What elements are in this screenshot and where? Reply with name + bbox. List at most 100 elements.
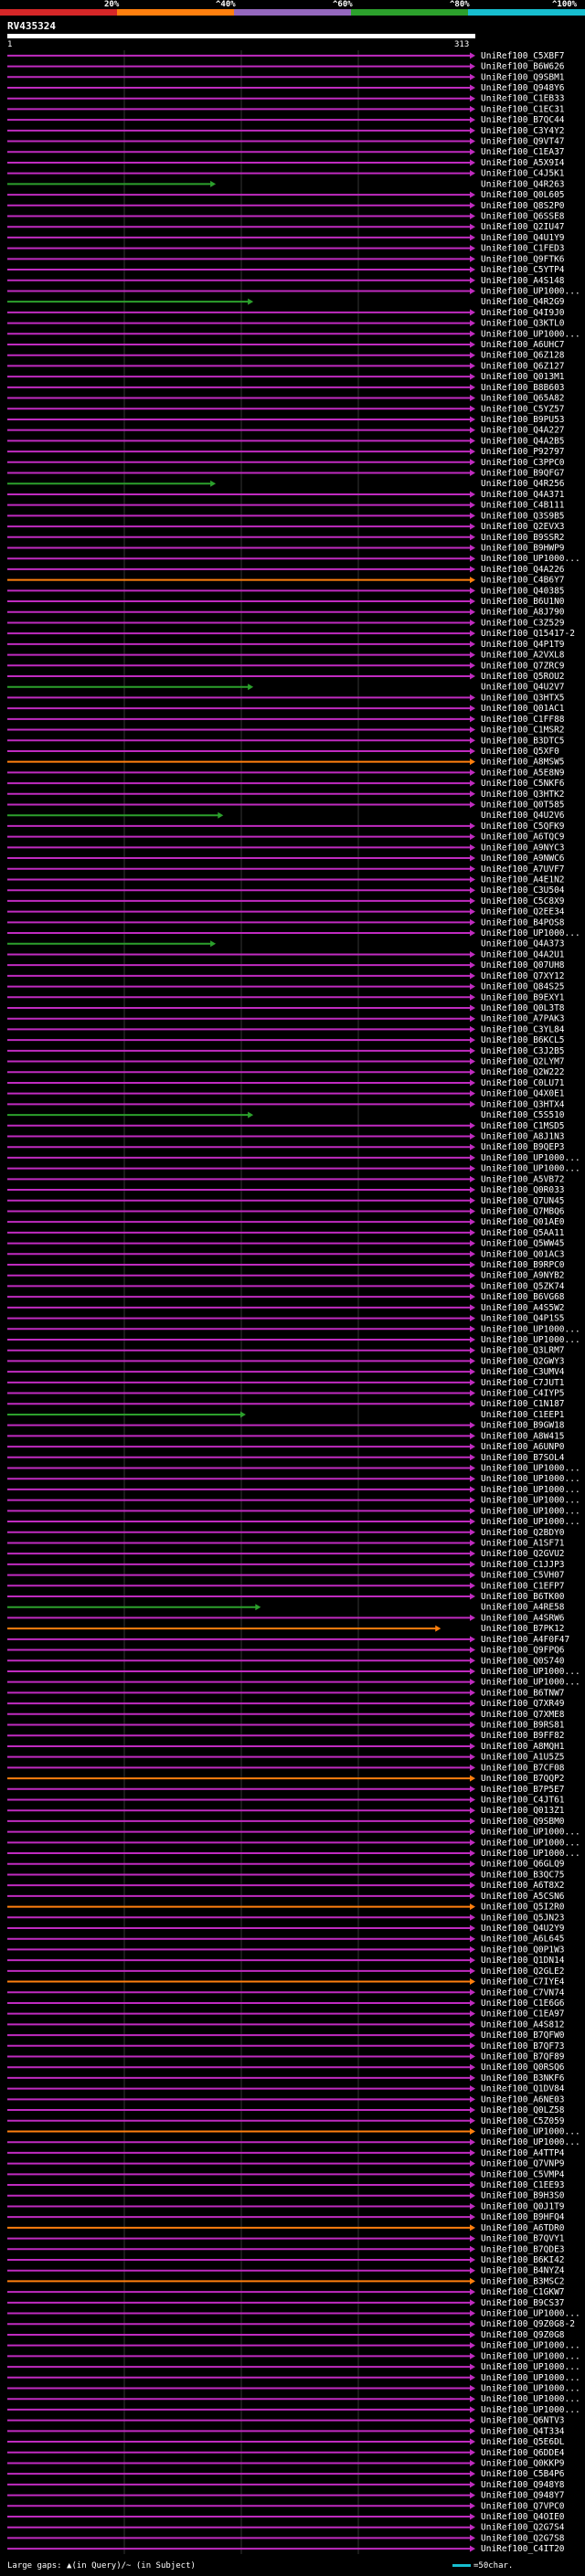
hit-accession-label[interactable]: UniRef100_C1EE93 <box>481 2180 565 2190</box>
hit-accession-label[interactable]: UniRef100_Q6SSE8 <box>481 211 565 221</box>
hit-accession-label[interactable]: UniRef100_Q4A226 <box>481 565 565 575</box>
hit-accession-label[interactable]: UniRef100_C1EA97 <box>481 2009 565 2019</box>
hit-row[interactable]: UniRef100_Q15417-2 <box>7 629 575 639</box>
hit-accession-label[interactable]: UniRef100_C7IYE4 <box>481 1977 565 1988</box>
hit-accession-label[interactable]: UniRef100_Q948Y8 <box>481 2480 565 2490</box>
hit-accession-label[interactable]: UniRef100_Q5XF0 <box>481 747 559 757</box>
hit-row[interactable]: UniRef100_UP1000... <box>7 1463 580 1473</box>
hit-row[interactable]: UniRef100_C1FED3 <box>7 244 565 254</box>
hit-accession-label[interactable]: UniRef100_A6T8X2 <box>481 1881 565 1891</box>
hit-row[interactable]: UniRef100_Q4P1S5 <box>7 1314 565 1324</box>
hit-row[interactable]: UniRef100_UP1000... <box>7 1838 580 1848</box>
hit-accession-label[interactable]: UniRef100_A6NE03 <box>481 2094 565 2104</box>
hit-accession-label[interactable]: UniRef100_A9NWC6 <box>481 853 565 864</box>
hit-row[interactable]: UniRef100_C1MSR2 <box>7 726 565 736</box>
hit-row[interactable]: UniRef100_A1SF71 <box>7 1538 565 1548</box>
hit-row[interactable]: UniRef100_B9QFG7 <box>7 469 565 479</box>
hit-row[interactable]: UniRef100_A4RE58 <box>7 1603 565 1613</box>
hit-row[interactable]: UniRef100_B9PU53 <box>7 415 565 425</box>
hit-accession-label[interactable]: UniRef100_Q0LZ58 <box>481 2105 565 2115</box>
hit-row[interactable]: UniRef100_C1EC31 <box>7 104 565 114</box>
hit-accession-label[interactable]: UniRef100_Q4T334 <box>481 2426 565 2436</box>
hit-accession-label[interactable]: UniRef100_B3QC75 <box>481 1870 565 1880</box>
hit-accession-label[interactable]: UniRef100_B6TK00 <box>481 1592 565 1602</box>
hit-row[interactable]: UniRef100_C5C8X9 <box>7 896 565 906</box>
hit-row[interactable]: UniRef100_Q4U2V6 <box>7 811 565 821</box>
hit-accession-label[interactable]: UniRef100_Q8S2P0 <box>481 201 565 211</box>
hit-accession-label[interactable]: UniRef100_A4S5W2 <box>481 1303 565 1313</box>
hit-row[interactable]: UniRef100_B3MSC2 <box>7 2276 565 2286</box>
hit-row[interactable]: UniRef100_Q4R263 <box>7 179 565 189</box>
hit-row[interactable]: UniRef100_Q7XY12 <box>7 971 565 981</box>
hit-accession-label[interactable]: UniRef100_UP1000... <box>481 1828 580 1838</box>
hit-row[interactable]: UniRef100_Q0J1T9 <box>7 2201 565 2211</box>
hit-row[interactable]: UniRef100_A4S5W2 <box>7 1303 565 1313</box>
hit-accession-label[interactable]: UniRef100_C5VMP4 <box>481 2169 565 2179</box>
hit-accession-label[interactable]: UniRef100_Q4OIE0 <box>481 2512 565 2522</box>
hit-accession-label[interactable]: UniRef100_A4TTP4 <box>481 2148 565 2158</box>
hit-row[interactable]: UniRef100_Q7VNP9 <box>7 2159 565 2169</box>
hit-accession-label[interactable]: UniRef100_A9NYC3 <box>481 843 565 853</box>
hit-accession-label[interactable]: UniRef100_B3DTC5 <box>481 736 565 746</box>
hit-row[interactable]: UniRef100_Q1DV84 <box>7 2084 565 2094</box>
hit-accession-label[interactable]: UniRef100_Q0L3T8 <box>481 1003 565 1013</box>
hit-row[interactable]: UniRef100_A4F0F47 <box>7 1635 569 1645</box>
hit-accession-label[interactable]: UniRef100_A1U5Z5 <box>481 1753 565 1763</box>
hit-accession-label[interactable]: UniRef100_C4B111 <box>481 501 565 511</box>
hit-row[interactable]: UniRef100_Q0P1W3 <box>7 1945 565 1955</box>
hit-accession-label[interactable]: UniRef100_Q0RSQ6 <box>481 2062 565 2072</box>
hit-accession-label[interactable]: UniRef100_B3NKF6 <box>481 2073 565 2083</box>
hit-row[interactable]: UniRef100_UP1000... <box>7 286 580 296</box>
hit-row[interactable]: UniRef100_Q9FPQ6 <box>7 1646 565 1656</box>
hit-accession-label[interactable]: UniRef100_UP1000... <box>481 2394 580 2404</box>
hit-row[interactable]: UniRef100_A7UVF7 <box>7 864 565 875</box>
hit-row[interactable]: UniRef100_C1JJP3 <box>7 1560 565 1570</box>
hit-accession-label[interactable]: UniRef100_C1EB33 <box>481 94 565 104</box>
hit-accession-label[interactable]: UniRef100_C1MSD5 <box>481 1121 565 1131</box>
hit-accession-label[interactable]: UniRef100_C3Y4Y2 <box>481 126 565 136</box>
hit-accession-label[interactable]: UniRef100_Q4U2V6 <box>481 811 565 821</box>
hit-row[interactable]: UniRef100_UP1000... <box>7 1164 580 1174</box>
hit-row[interactable]: UniRef100_UP1000... <box>7 1485 580 1495</box>
hit-row[interactable]: UniRef100_Q0S740 <box>7 1656 565 1666</box>
hit-row[interactable]: UniRef100_B4NYZ4 <box>7 2266 565 2276</box>
hit-row[interactable]: UniRef100_Q3HTX4 <box>7 1099 565 1109</box>
hit-row[interactable]: UniRef100_C1GKW7 <box>7 2287 565 2297</box>
hit-row[interactable]: UniRef100_B7QVY1 <box>7 2234 565 2244</box>
hit-row[interactable]: UniRef100_Q3HTX5 <box>7 693 565 703</box>
hit-row[interactable]: UniRef100_C5QFK9 <box>7 822 565 832</box>
hit-accession-label[interactable]: UniRef100_Q4X0E1 <box>481 1089 565 1099</box>
hit-row[interactable]: UniRef100_Q6NTV3 <box>7 2416 565 2426</box>
hit-row[interactable]: UniRef100_UP1000... <box>7 1324 580 1334</box>
hit-accession-label[interactable]: UniRef100_Q3KTL0 <box>481 319 565 329</box>
hit-accession-label[interactable]: UniRef100_B9CS37 <box>481 2298 565 2308</box>
hit-row[interactable]: UniRef100_Q4A2B5 <box>7 436 565 446</box>
hit-accession-label[interactable]: UniRef100_A6UHC7 <box>481 340 565 350</box>
hit-accession-label[interactable]: UniRef100_Q9Z0G8 <box>481 2330 565 2340</box>
hit-row[interactable]: UniRef100_Q0KKP9 <box>7 2458 565 2468</box>
hit-accession-label[interactable]: UniRef100_Q0J1T9 <box>481 2201 565 2211</box>
hit-row[interactable]: UniRef100_A8J1N3 <box>7 1132 565 1142</box>
hit-accession-label[interactable]: UniRef100_Q9SBM1 <box>481 72 565 82</box>
hit-accession-label[interactable]: UniRef100_Q0L605 <box>481 190 565 200</box>
hit-row[interactable]: UniRef100_B3NKF6 <box>7 2073 565 2083</box>
hit-row[interactable]: UniRef100_Q0R033 <box>7 1185 565 1195</box>
hit-accession-label[interactable]: UniRef100_C3Z529 <box>481 618 565 628</box>
hit-row[interactable]: UniRef100_Q0LZ58 <box>7 2105 565 2115</box>
hit-row[interactable]: UniRef100_Q4U1Y9 <box>7 233 565 243</box>
hit-accession-label[interactable]: UniRef100_B9RS81 <box>481 1721 565 1731</box>
hit-row[interactable]: UniRef100_Q0T585 <box>7 800 565 811</box>
hit-row[interactable]: UniRef100_UP1000... <box>7 1678 580 1688</box>
hit-row[interactable]: UniRef100_Q5XF0 <box>7 747 559 757</box>
hit-accession-label[interactable]: UniRef100_Q9Z0G8-2 <box>481 2319 575 2329</box>
hit-row[interactable]: UniRef100_A8J790 <box>7 608 565 618</box>
hit-accession-label[interactable]: UniRef100_UP1000... <box>481 1849 580 1859</box>
hit-row[interactable]: UniRef100_Q01AC3 <box>7 1249 565 1259</box>
hit-row[interactable]: UniRef100_B7QDE3 <box>7 2244 565 2254</box>
hit-row[interactable]: UniRef100_B6U1N0 <box>7 597 565 607</box>
hit-accession-label[interactable]: UniRef100_Q9FPQ6 <box>481 1646 565 1656</box>
hit-accession-label[interactable]: UniRef100_B7QVY1 <box>481 2234 565 2244</box>
hit-row[interactable]: UniRef100_C7JUT1 <box>7 1378 565 1388</box>
hit-row[interactable]: UniRef100_B7QFW0 <box>7 2030 565 2041</box>
hit-accession-label[interactable]: UniRef100_Q9FTK6 <box>481 254 565 264</box>
